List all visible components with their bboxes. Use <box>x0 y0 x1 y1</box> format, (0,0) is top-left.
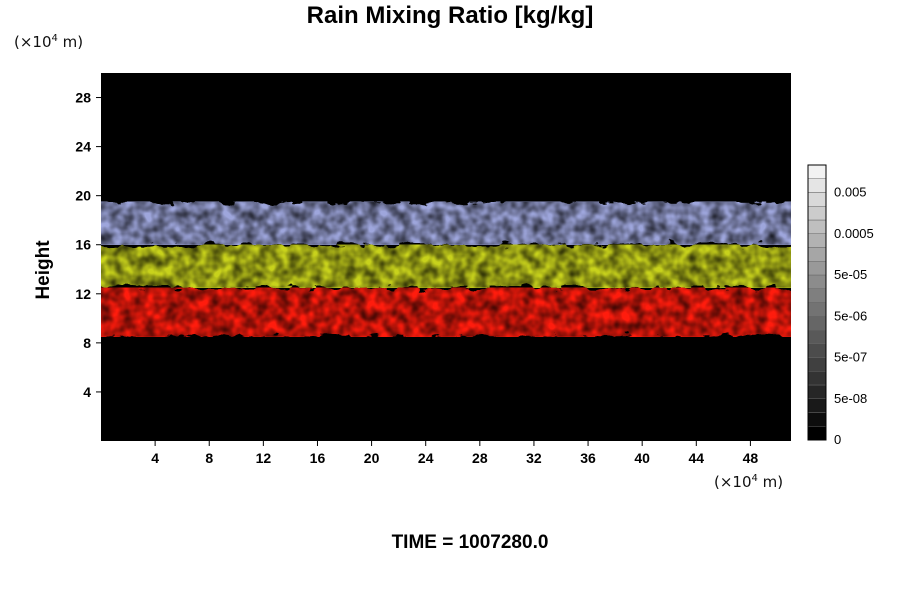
rain-field <box>101 201 791 337</box>
x-tick-label: 44 <box>689 450 705 466</box>
colorbar-swatch <box>807 302 827 317</box>
colorbar-swatch <box>807 316 827 331</box>
y-tick-label: 24 <box>75 139 91 155</box>
y-tick-label: 12 <box>75 286 91 302</box>
x-tick-label: 32 <box>526 450 542 466</box>
colorbar-label: 0 <box>834 432 841 447</box>
colorbar-swatch <box>807 329 827 344</box>
x-axis: 4 8 12 16 20 24 28 32 36 40 44 48 <box>151 441 758 466</box>
x-tick-label: 40 <box>634 450 650 466</box>
colorbar-swatch <box>807 219 827 234</box>
colorbar-label: 0.005 <box>834 185 867 200</box>
x-tick-label: 16 <box>310 450 326 466</box>
y-tick-label: 20 <box>75 188 91 204</box>
x-tick-label: 24 <box>418 450 434 466</box>
colorbar: 0 5e-08 5e-07 5e-06 5e-05 0.0005 0.005 <box>807 164 874 447</box>
colorbar-swatch <box>807 274 827 289</box>
colorbar-swatch <box>807 384 827 399</box>
y-tick-label: 16 <box>75 237 91 253</box>
x-tick-label: 8 <box>205 450 213 466</box>
y-axis-unit: (×104 m) <box>14 33 84 51</box>
y-tick-label: 8 <box>83 335 91 351</box>
colorbar-swatch <box>807 398 827 413</box>
y-tick-label: 28 <box>75 90 91 106</box>
colorbar-swatch <box>807 426 827 441</box>
colorbar-frame <box>807 164 827 441</box>
x-tick-label: 12 <box>256 450 272 466</box>
colorbar-swatch <box>807 178 827 193</box>
layer-blue-white-texture <box>101 201 791 245</box>
colorbar-label: 5e-06 <box>834 308 867 323</box>
colorbar-swatch <box>807 412 827 427</box>
x-tick-label: 20 <box>364 450 380 466</box>
layer-yellow-texture <box>101 244 791 288</box>
time-label: TIME = 1007280.0 <box>391 532 549 553</box>
colorbar-label: 5e-05 <box>834 267 867 282</box>
x-tick-label: 36 <box>580 450 596 466</box>
colorbar-swatch <box>807 233 827 248</box>
layer-red-texture <box>101 287 791 337</box>
colorbar-swatch <box>807 357 827 372</box>
x-tick-label: 28 <box>472 450 488 466</box>
colorbar-swatch <box>807 343 827 358</box>
y-tick-label: 4 <box>83 384 91 400</box>
colorbar-swatch <box>807 371 827 386</box>
colorbar-swatch <box>807 192 827 207</box>
colorbar-swatch <box>807 247 827 262</box>
colorbar-swatch <box>807 261 827 276</box>
x-tick-label: 4 <box>151 450 159 466</box>
y-axis: 4 8 12 16 20 24 28 <box>75 90 101 400</box>
colorbar-swatch <box>807 288 827 303</box>
x-axis-unit: (×104 m) <box>714 473 784 491</box>
colorbar-label: 5e-08 <box>834 391 867 406</box>
colorbar-swatch <box>807 164 827 179</box>
colorbar-label: 5e-07 <box>834 350 867 365</box>
colorbar-label: 0.0005 <box>834 226 874 241</box>
chart-title: Rain Mixing Ratio [kg/kg] <box>306 2 594 29</box>
x-tick-label: 48 <box>743 450 759 466</box>
colorbar-swatch <box>807 206 827 221</box>
